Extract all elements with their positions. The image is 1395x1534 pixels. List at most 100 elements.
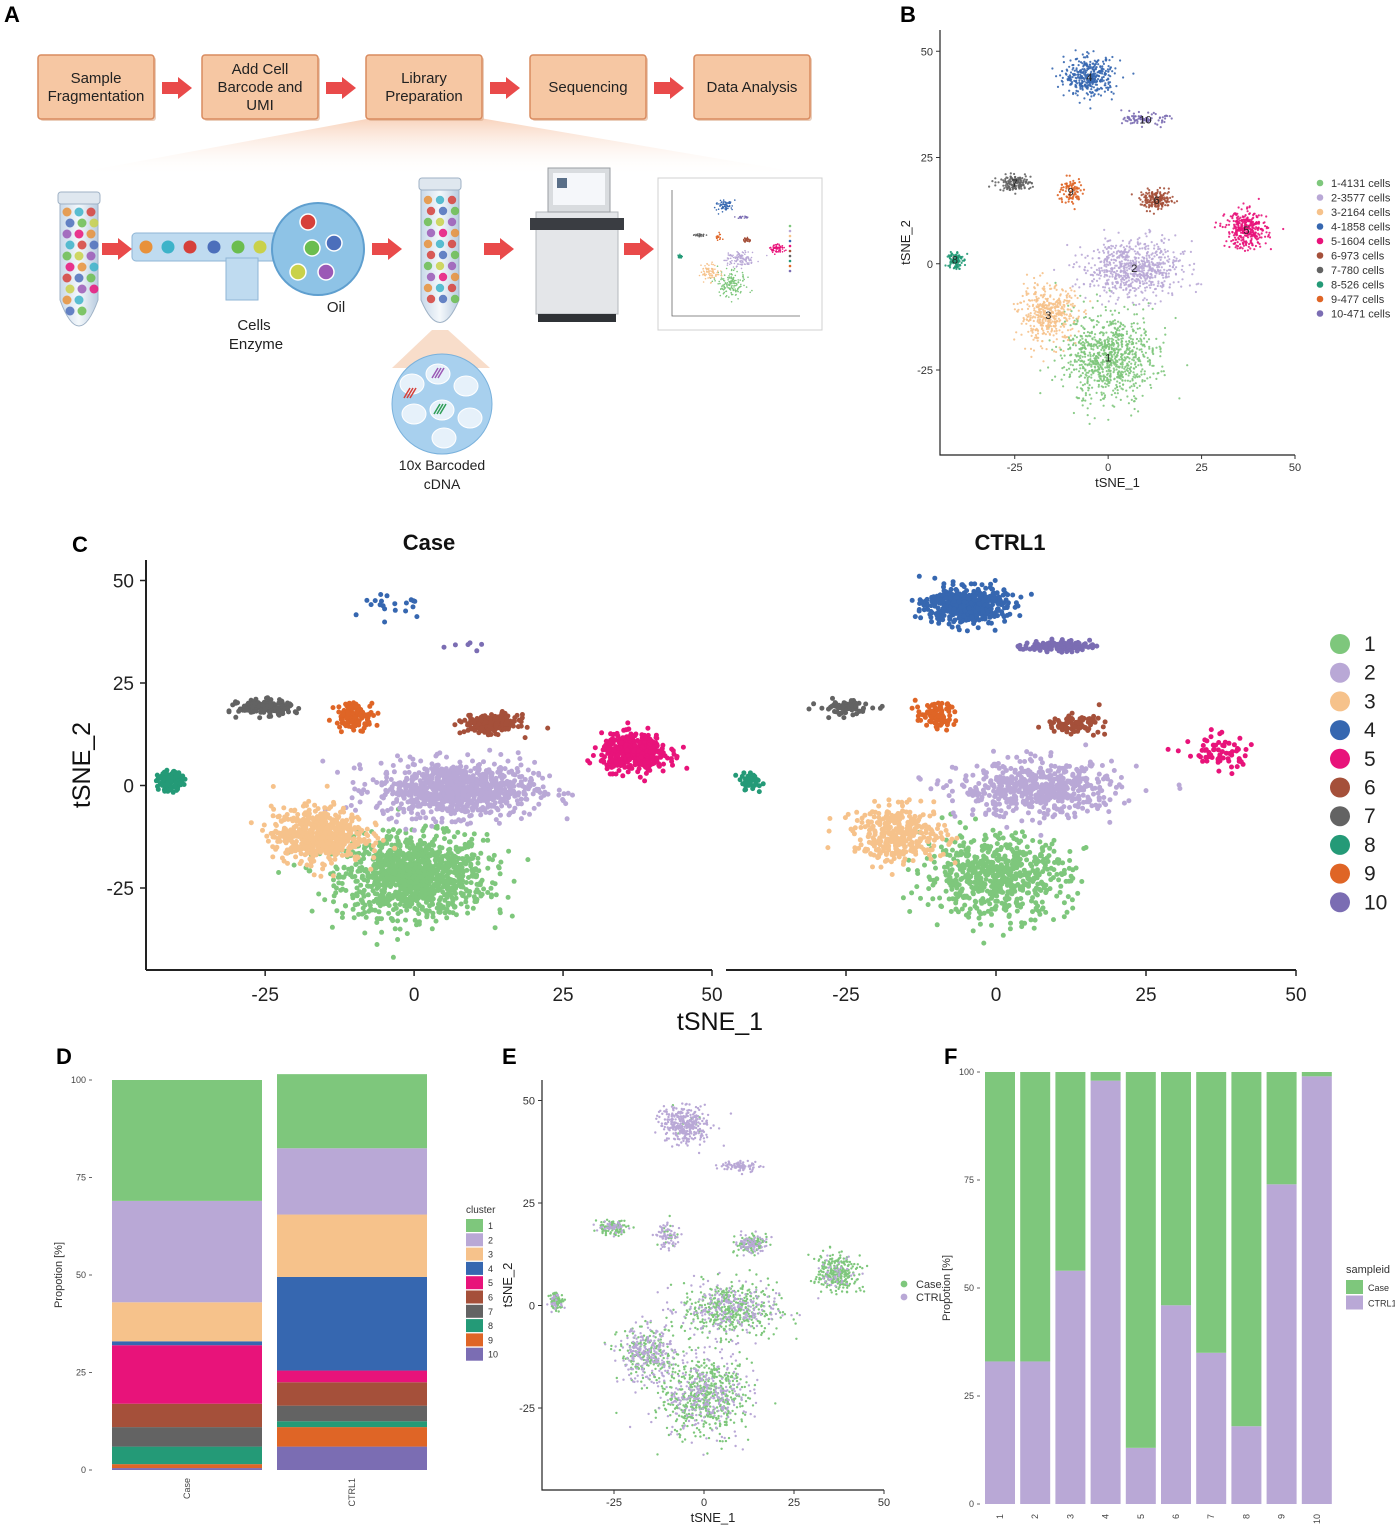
data-point: [1173, 281, 1175, 283]
data-point: [1055, 305, 1057, 307]
data-point: [1178, 260, 1180, 262]
data-point: [1133, 313, 1135, 315]
bead: [439, 251, 447, 259]
data-point: [1138, 261, 1140, 263]
data-point: [1033, 320, 1035, 322]
data-point: [1042, 309, 1044, 311]
data-point: [1015, 331, 1017, 333]
data-point: [1077, 76, 1079, 78]
data-point: [1036, 283, 1038, 285]
data-point: [1122, 270, 1124, 272]
data-point: [1084, 356, 1086, 358]
data-point: [1127, 274, 1129, 276]
data-point: [1122, 256, 1124, 258]
data-point: [1037, 340, 1039, 342]
data-point: [1165, 251, 1167, 253]
thumb-point-c1: [721, 277, 723, 279]
data-point: [1087, 389, 1089, 391]
thumb-point-c10: [744, 217, 746, 219]
data-point: [1173, 264, 1175, 266]
data-point: [1040, 314, 1042, 316]
data-point: [1244, 250, 1246, 252]
data-point: [1168, 239, 1170, 241]
data-point: [1085, 392, 1087, 394]
data-point: [1116, 355, 1118, 357]
data-point: [1039, 308, 1041, 310]
thumb-point-c3: [704, 265, 706, 267]
data-point: [1043, 301, 1045, 303]
data-point: [1074, 283, 1076, 285]
data-point: [1098, 351, 1100, 353]
thumb-point-c1: [734, 280, 736, 282]
data-point: [1149, 194, 1151, 196]
data-point: [1125, 352, 1127, 354]
data-point: [1139, 285, 1141, 287]
data-point: [1023, 300, 1025, 302]
thumb-point-c10: [742, 216, 744, 218]
thumb-point-c1: [723, 278, 725, 280]
data-point: [1168, 258, 1170, 260]
thumb-legend-swatch: [789, 270, 792, 273]
data-point: [510, 914, 515, 919]
data-point: [1031, 317, 1033, 319]
data-point: [1104, 366, 1106, 368]
data-point: [1105, 306, 1107, 308]
thumb-point-c1: [720, 279, 722, 281]
data-point: [1063, 366, 1065, 368]
data-point: [1033, 277, 1035, 279]
thumb-point-c5: [782, 247, 784, 249]
data-point: [1051, 328, 1053, 330]
thumb-point-c2: [748, 259, 750, 261]
data-point: [1120, 251, 1122, 253]
data-point: [1110, 310, 1112, 312]
data-point: [1082, 384, 1084, 386]
data-point: [1020, 334, 1022, 336]
data-point: [1084, 370, 1086, 372]
thumb-point-c1: [732, 281, 734, 283]
data-point: [966, 253, 968, 255]
bead: [451, 273, 459, 281]
data-point: [1128, 361, 1130, 363]
data-point: [1148, 229, 1150, 231]
data-point: [1075, 80, 1077, 82]
data-point: [1085, 340, 1087, 342]
data-point: [1099, 272, 1101, 274]
data-point: [1046, 348, 1048, 350]
data-point: [1156, 266, 1158, 268]
data-point: [1087, 364, 1089, 366]
data-point: [1082, 89, 1084, 91]
data-point: [1171, 117, 1173, 119]
bead: [90, 219, 99, 228]
bead: [439, 273, 447, 281]
bead: [66, 219, 75, 228]
data-point: [1087, 354, 1089, 356]
data-point: [1166, 196, 1168, 198]
data-point: [1106, 374, 1108, 376]
data-point: [1076, 355, 1078, 357]
data-point: [1089, 64, 1091, 66]
bead: [66, 307, 75, 316]
data-point: [1042, 304, 1044, 306]
data-point: [1035, 299, 1037, 301]
data-point: [1129, 260, 1131, 262]
data-point: [1013, 173, 1015, 175]
data-point: [1146, 299, 1148, 301]
data-point: [1133, 322, 1135, 324]
data-point: [1155, 295, 1157, 297]
bead: [140, 241, 153, 254]
data-point: [1104, 286, 1106, 288]
data-point: [1146, 255, 1148, 257]
data-point: [1051, 379, 1053, 381]
data-point: [1127, 343, 1129, 345]
data-point: [1163, 242, 1165, 244]
bead: [208, 241, 221, 254]
thumb-point-c5: [778, 246, 780, 248]
data-point: [1133, 119, 1135, 121]
data-point: [1150, 197, 1152, 199]
data-point: [1101, 362, 1103, 364]
thumb-point-c1: [740, 286, 742, 288]
data-point: [1161, 234, 1163, 236]
data-point: [1139, 327, 1141, 329]
data-point: [1026, 303, 1028, 305]
data-point: [1137, 241, 1139, 243]
